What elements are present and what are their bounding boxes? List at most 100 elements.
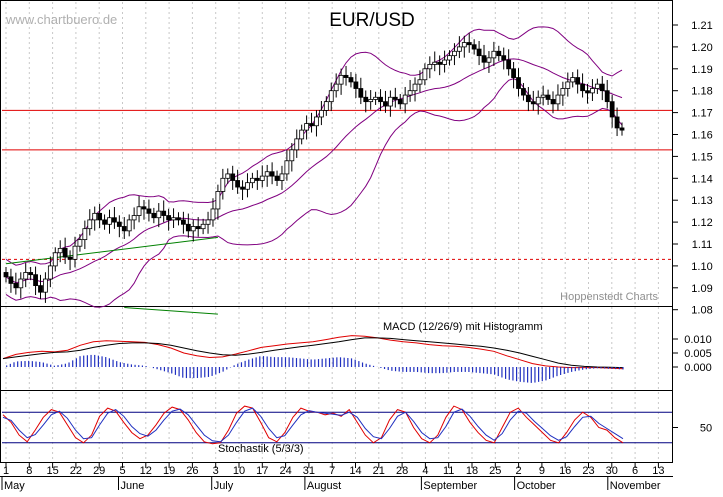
green-trendline — [124, 307, 218, 315]
candlesticks — [3, 33, 625, 303]
candle-body — [397, 99, 403, 105]
price-tick-label: 1.17 — [691, 108, 712, 120]
candle-body — [52, 252, 58, 267]
date-tick-label: 14 — [349, 465, 361, 477]
date-tick-label: 16 — [559, 465, 571, 477]
candle-body — [210, 208, 216, 221]
candle-body — [62, 247, 68, 258]
date-tick-label: 26 — [186, 465, 198, 477]
candle-body — [205, 219, 211, 225]
price-y-ticks: 1.21 1.20 1.19 1.18 1.17 1.16 1.15 1.14 1.13 1.12… — [672, 20, 713, 317]
candle-body — [476, 48, 482, 57]
month-label: June — [121, 480, 145, 492]
candle-body — [284, 160, 290, 175]
candle-body — [72, 245, 78, 260]
candle-body — [417, 79, 423, 85]
date-tick-label: 8 — [26, 465, 32, 477]
candle-body — [452, 50, 457, 57]
candle-body — [18, 278, 24, 289]
date-tick-label: 7 — [329, 465, 335, 477]
candle-body — [619, 127, 625, 131]
candle-body — [190, 226, 196, 232]
date-tick-label: 15 — [46, 465, 58, 477]
date-tick-label: 13 — [652, 465, 664, 477]
candle-body — [289, 149, 295, 162]
candle-body — [407, 90, 413, 96]
candle-body — [195, 226, 201, 230]
candle-body — [102, 219, 107, 225]
candle-body — [121, 226, 127, 232]
candle-body — [585, 90, 590, 94]
date-tick-label: 31 — [303, 465, 315, 477]
date-tick-label: 6 — [632, 465, 638, 477]
date-tick-label: 22 — [70, 465, 82, 477]
date-tick-label: 30 — [606, 465, 618, 477]
date-tick-label: 17 — [256, 465, 268, 477]
price-tick-label: 1.14 — [691, 173, 712, 185]
candle-body — [378, 96, 383, 103]
candle-body — [383, 101, 388, 107]
bollinger-bands — [5, 26, 623, 308]
macd-line — [2, 335, 624, 370]
candle-body — [304, 123, 310, 131]
stoch-d-line — [2, 407, 624, 443]
candle-body — [535, 96, 541, 105]
candle-body — [328, 90, 334, 103]
candle-body — [87, 219, 93, 230]
watermark-text: www.chartbuero.de — [5, 12, 117, 27]
candle-body — [447, 55, 452, 61]
candle-body — [550, 99, 556, 105]
vertical-gridlines — [5, 2, 659, 461]
candle-body — [530, 101, 536, 105]
candle-body — [200, 223, 206, 230]
candle-body — [491, 50, 497, 59]
candle-body — [555, 94, 561, 105]
bollinger-middle-line — [5, 58, 623, 284]
candle-body — [235, 180, 241, 188]
candle-body — [294, 138, 300, 151]
candle-body — [240, 186, 245, 190]
candle-body — [92, 212, 98, 221]
candle-body — [373, 96, 379, 100]
date-tick-label: 12 — [140, 465, 152, 477]
candle-body — [466, 42, 472, 46]
candle-body — [131, 215, 137, 221]
candle-body — [156, 210, 162, 219]
candle-body — [43, 278, 48, 293]
date-tick-label: 18 — [466, 465, 478, 477]
stoch-tick-label: 50 — [700, 423, 712, 435]
date-tick-label: 9 — [539, 465, 545, 477]
candle-body — [506, 59, 512, 70]
month-label: July — [214, 480, 234, 492]
candle-body — [387, 96, 393, 107]
macd-panel: 0.010 0.005 0.000 — [2, 334, 712, 383]
macd-signal-line — [2, 337, 624, 369]
stoch-panel-frame — [0, 390, 673, 463]
candle-body — [318, 110, 324, 118]
candle-body — [402, 94, 408, 105]
candle-body — [560, 88, 566, 96]
month-label: November — [610, 480, 661, 492]
candle-body — [136, 206, 142, 216]
candle-body — [565, 81, 571, 89]
candle-body — [47, 265, 53, 280]
candle-body — [599, 83, 605, 92]
candle-body — [171, 217, 176, 221]
candle-body — [343, 74, 349, 78]
price-tick-label: 1.19 — [691, 64, 712, 76]
candle-body — [23, 272, 29, 280]
candle-body — [274, 175, 280, 181]
candle-body — [13, 283, 19, 289]
candle-body — [279, 173, 285, 181]
candle-body — [540, 94, 546, 98]
candle-body — [422, 68, 428, 81]
date-tick-label: 3 — [213, 465, 219, 477]
candle-body — [338, 74, 344, 85]
candle-body — [368, 99, 374, 103]
candle-body — [323, 101, 329, 111]
candle-body — [570, 77, 576, 83]
candle-body — [176, 217, 181, 221]
candle-body — [97, 212, 103, 221]
candle-body — [215, 191, 221, 210]
candle-body — [259, 175, 265, 181]
